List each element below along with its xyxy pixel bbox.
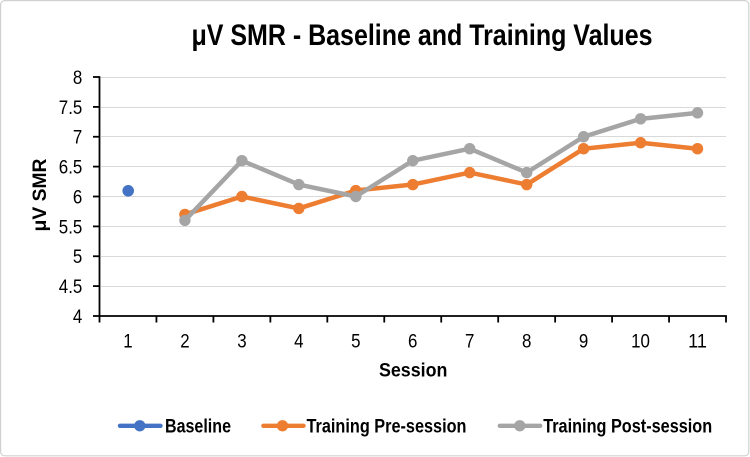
svg-text:4.5: 4.5: [59, 277, 83, 298]
svg-text:Session: Session: [379, 360, 448, 382]
svg-text:8: 8: [73, 68, 82, 89]
svg-text:Training Pre-session: Training Pre-session: [307, 415, 467, 437]
svg-text:μV SMR - Baseline and Training: μV SMR - Baseline and Training Values: [192, 19, 653, 52]
svg-text:5: 5: [351, 331, 360, 352]
svg-text:6: 6: [73, 187, 82, 208]
svg-text:4: 4: [294, 331, 304, 352]
svg-text:2: 2: [180, 331, 189, 352]
svg-text:6.5: 6.5: [59, 158, 83, 179]
svg-text:3: 3: [237, 331, 246, 352]
svg-text:11: 11: [688, 331, 707, 352]
svg-text:6: 6: [408, 331, 417, 352]
svg-text:μV SMR: μV SMR: [29, 159, 51, 232]
svg-text:7: 7: [73, 128, 82, 149]
svg-text:5.5: 5.5: [59, 217, 83, 238]
svg-text:9: 9: [579, 331, 588, 352]
svg-text:7: 7: [465, 331, 474, 352]
svg-text:Training Post-session: Training Post-session: [543, 415, 712, 437]
svg-text:7.5: 7.5: [59, 98, 83, 119]
svg-text:8: 8: [522, 331, 531, 352]
svg-text:4: 4: [73, 307, 83, 328]
svg-text:Baseline: Baseline: [165, 415, 231, 437]
svg-text:10: 10: [631, 331, 650, 352]
svg-text:5: 5: [73, 247, 82, 268]
svg-text:1: 1: [123, 331, 132, 352]
